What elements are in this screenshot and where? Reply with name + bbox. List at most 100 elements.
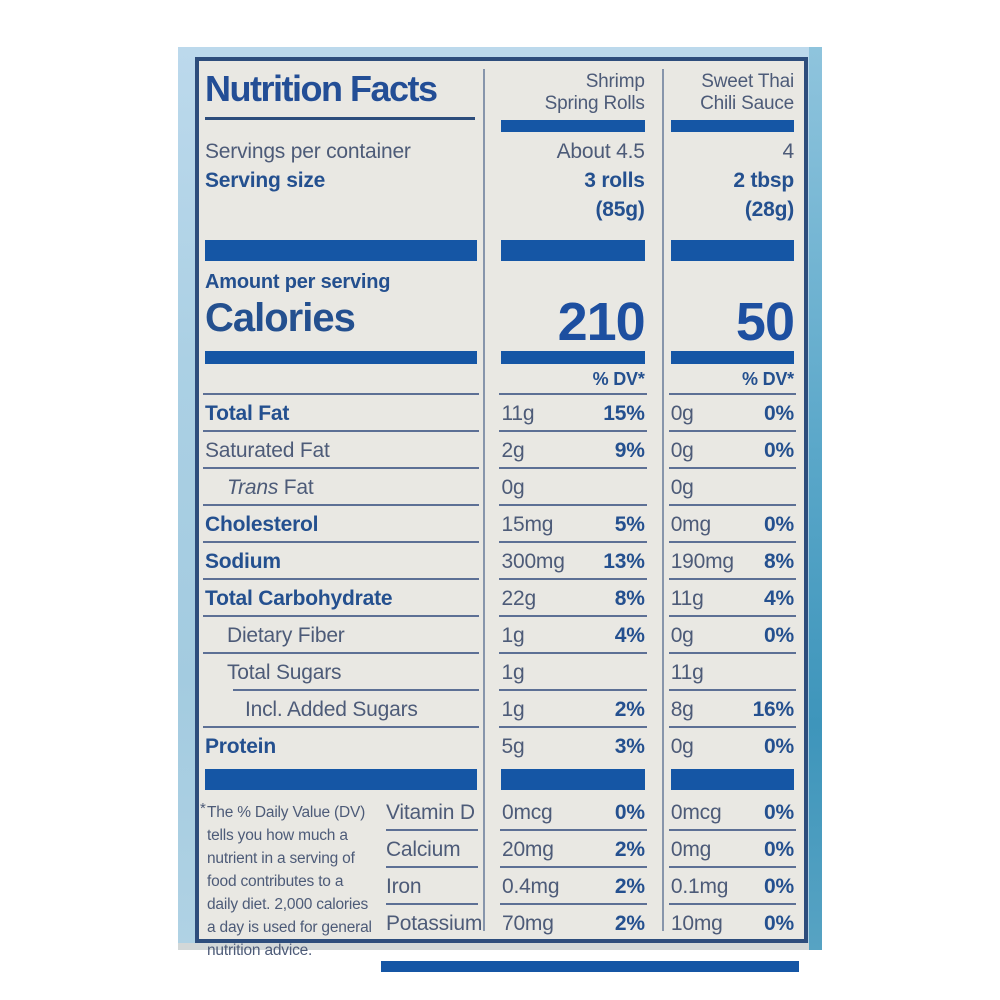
col2-amount: 190mg — [670, 549, 734, 573]
col2-percent: 0% — [764, 800, 794, 824]
bar — [670, 769, 794, 790]
nutrient-row-total-fat: Total Fat 11g 15% 0g 0% — [199, 395, 804, 432]
amount-per-serving-label: Amount per serving — [205, 271, 391, 293]
vitamin-name: Iron — [385, 874, 422, 898]
col1-percent: 8% — [614, 586, 645, 610]
col2-percent: 0% — [764, 837, 794, 861]
col1-percent: 5% — [614, 512, 645, 536]
col1-amount: 70mg — [501, 911, 554, 935]
bottom-bar — [381, 961, 799, 972]
column2-calories-value: 50 — [735, 292, 795, 352]
col2-amount: 0mg — [670, 837, 712, 861]
section-bars — [199, 765, 804, 794]
col1-amount: 1g — [501, 660, 525, 684]
col2-percent: 8% — [764, 549, 794, 573]
column2-name-line2: Chili Sauce — [700, 93, 794, 114]
column2-name-line1: Sweet Thai — [701, 71, 794, 92]
serving-size-label: Serving size — [205, 168, 326, 192]
col2-amount: 8g — [670, 697, 694, 721]
col1-amount: 1g — [501, 697, 525, 721]
nutrient-row-total-sugars: Total Sugars 1g 11g — [199, 654, 804, 691]
column1-header: Shrimp Spring Rolls — [481, 69, 659, 133]
col2-percent: 0% — [764, 512, 794, 536]
col1-percent: 2% — [614, 874, 645, 898]
calories-label: Calories — [205, 296, 356, 340]
nutrient-name: Total Carbohydrate — [205, 586, 393, 610]
col1-percent: 3% — [614, 734, 645, 758]
nutrient-name: Trans Fat — [227, 475, 314, 499]
bar — [501, 769, 645, 790]
section-bars — [199, 229, 804, 261]
serving-section: Servings per container About 4.5 4 Servi… — [199, 133, 804, 229]
package-photo: Nutrition Facts Shrimp Spring Rolls Swee… — [178, 47, 822, 972]
col2-amount: 10mg — [670, 911, 723, 935]
col2-percent: 4% — [764, 586, 794, 610]
bar — [205, 351, 478, 364]
nutrient-name: Cholesterol — [205, 512, 319, 536]
col1-amount: 0.4mg — [501, 874, 560, 898]
nutrient-row-cholesterol: Cholesterol 15mg 5% 0mg 0% — [199, 506, 804, 543]
col2-amount: 11g — [670, 586, 704, 610]
col1-amount: 22g — [501, 586, 536, 610]
col1-amount: 15mg — [501, 512, 554, 536]
col1-percent: 0% — [614, 800, 645, 824]
column-divider-1 — [483, 69, 485, 931]
col1-amount: 20mg — [501, 837, 554, 861]
footnote-asterisk: * — [200, 800, 206, 817]
col1-percent: 13% — [603, 549, 645, 573]
col1-percent: 15% — [603, 401, 645, 425]
nutrient-name: Incl. Added Sugars — [245, 697, 418, 721]
column2-serving-weight: (28g) — [744, 197, 794, 221]
vitamins-section: * The % Daily Value (DV) tells you how m… — [199, 794, 804, 978]
col1-percent: 2% — [614, 837, 645, 861]
nutrient-row-sodium: Sodium 300mg 13% 190mg 8% — [199, 543, 804, 580]
col1-amount: 300mg — [501, 549, 565, 573]
nutrient-name: Total Fat — [205, 401, 290, 425]
column1-name-line2: Spring Rolls — [544, 93, 645, 114]
col2-amount: 0mg — [670, 512, 711, 536]
column1-name-line1: Shrimp — [585, 71, 645, 92]
col1-amount: 2g — [501, 438, 525, 462]
vitamin-values-column2: 0mcg 0% 0mg 0% 0.1mg 0% 10mg 0% — [660, 794, 804, 962]
bar — [670, 351, 794, 364]
column1-serving-weight: (85g) — [595, 197, 645, 221]
servings-per-container-label: Servings per container — [205, 139, 411, 163]
calories-section: Amount per serving Calories 210 50 — [199, 261, 804, 351]
nutrient-row-protein: Protein 5g 3% 0g 0% — [199, 728, 804, 765]
nutrient-name: Total Sugars — [227, 660, 342, 684]
nutrient-name: Protein — [205, 734, 276, 758]
col2-percent: 0% — [764, 623, 794, 647]
column1-calories-value: 210 — [557, 292, 646, 352]
col1-percent: 2% — [614, 697, 645, 721]
bar — [501, 351, 645, 364]
col1-amount: 0mcg — [501, 800, 553, 824]
column2-dv-header: % DV* — [741, 369, 794, 389]
vitamin-name: Potassium — [385, 911, 483, 935]
vitamin-name: Vitamin D — [385, 800, 475, 824]
nutrient-row-trans-fat: Trans Fat 0g 0g — [199, 469, 804, 506]
nutrient-name: Saturated Fat — [205, 438, 330, 462]
column2-serving-size: 2 tbsp — [733, 168, 794, 192]
col2-amount: 0g — [670, 438, 694, 462]
col1-amount: 0g — [501, 475, 525, 499]
column1-header-bar — [501, 120, 645, 132]
column2-servings: 4 — [782, 139, 795, 163]
vitamin-names-column: Vitamin D Calcium Iron Potassium — [380, 794, 482, 962]
vitamin-name: Calcium — [385, 837, 461, 861]
column2-header-bar — [670, 120, 794, 132]
col1-percent: 4% — [614, 623, 645, 647]
col2-amount: 0g — [670, 401, 694, 425]
footnote-text: The % Daily Value (DV) tells you how muc… — [207, 804, 372, 959]
col2-percent: 0% — [764, 734, 794, 758]
nutrient-name: Dietary Fiber — [227, 623, 345, 647]
nutrient-name: Sodium — [205, 549, 281, 573]
column1-serving-size: 3 rolls — [584, 168, 645, 192]
bar — [205, 769, 478, 790]
column1-dv-header: % DV* — [592, 369, 645, 389]
col2-amount: 0g — [670, 734, 694, 758]
label-title: Nutrition Facts — [205, 68, 438, 109]
nutrient-row-total-carbohydrate: Total Carbohydrate 22g 8% 11g 4% — [199, 580, 804, 617]
col2-percent: 16% — [752, 697, 795, 721]
title-rule — [205, 117, 476, 120]
col2-percent: 0% — [764, 911, 794, 935]
